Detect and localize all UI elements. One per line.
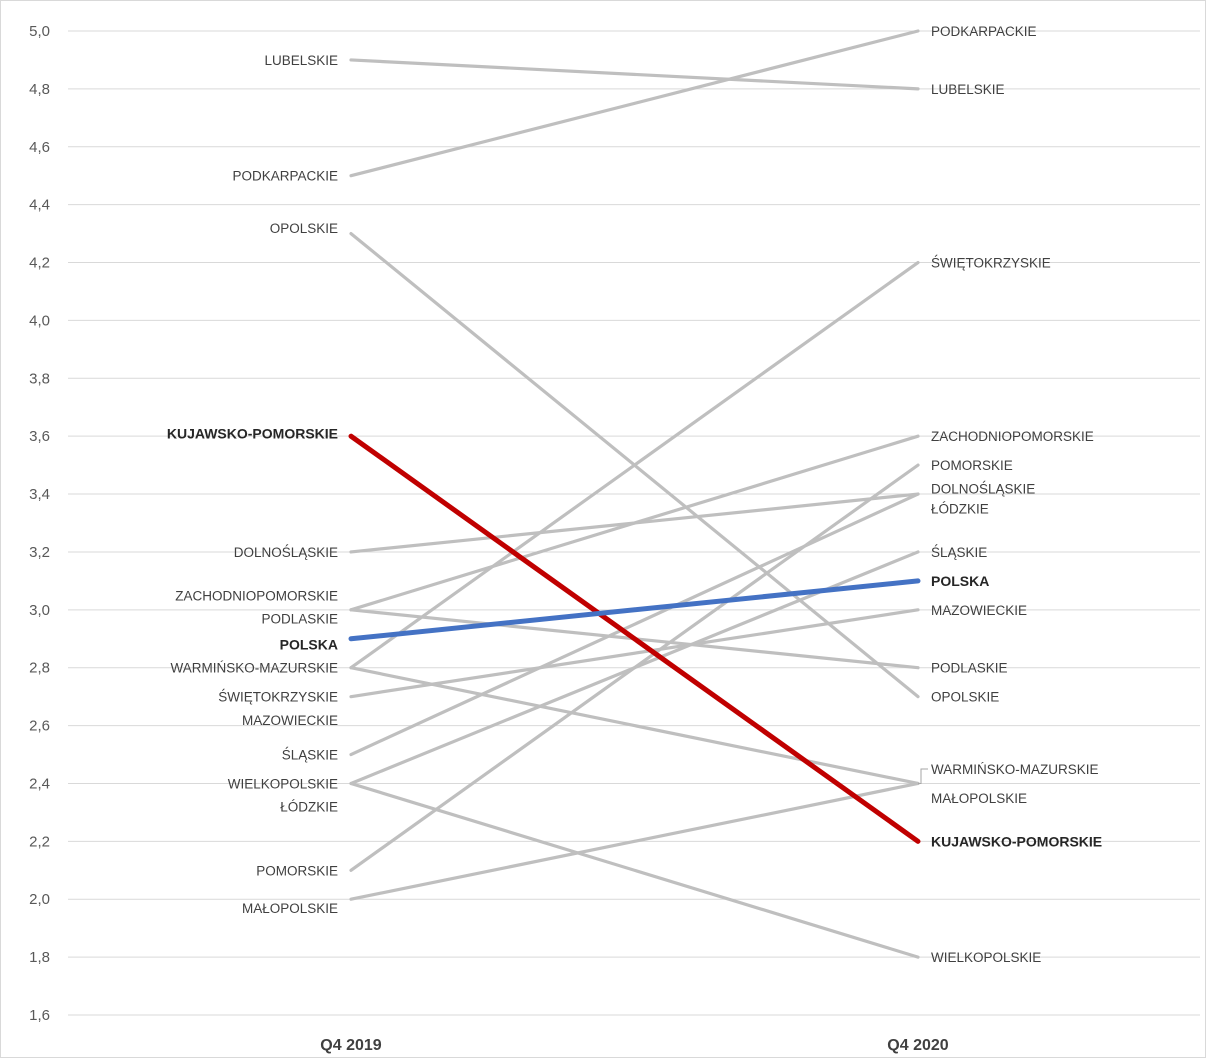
y-tick-label: 3,4: [29, 486, 50, 503]
left-label-swietokrzyskie: ŚWIĘTOKRZYSKIE: [218, 690, 338, 705]
y-tick-label: 1,6: [29, 1007, 50, 1024]
label-leader-line: [918, 769, 928, 783]
y-tick-label: 2,8: [29, 660, 50, 677]
series-line-swietokrzyskie: [351, 263, 918, 668]
left-label-malopolskie: MAŁOPOLSKIE: [242, 901, 338, 916]
y-tick-label: 4,6: [29, 139, 50, 156]
right-label-opolskie: OPOLSKIE: [931, 690, 999, 705]
right-label-kujawsko-pomorskie: KUJAWSKO-POMORSKIE: [931, 833, 1102, 849]
y-tick-label: 3,6: [29, 428, 50, 445]
y-tick-label: 2,0: [29, 891, 50, 908]
right-label-lubelskie: LUBELSKIE: [931, 82, 1005, 97]
series-line-podkarpackie: [351, 31, 918, 176]
y-tick-label: 2,6: [29, 718, 50, 735]
right-label-dolnoslaskie: DOLNOŚLĄSKIE: [931, 481, 1035, 496]
left-label-zachodniopomorskie: ZACHODNIOPOMORSKIE: [175, 588, 338, 603]
y-tick-label: 2,4: [29, 775, 50, 792]
right-label-wielkopolskie: WIELKOPOLSKIE: [931, 950, 1041, 965]
y-tick-label: 2,2: [29, 833, 50, 850]
y-tick-label: 4,2: [29, 255, 50, 272]
left-label-wielkopolskie: WIELKOPOLSKIE: [228, 776, 338, 791]
y-tick-label: 1,8: [29, 949, 50, 966]
x-axis-categories: Q4 2019 Q4 2020: [320, 1037, 948, 1054]
y-axis-ticks: 5,0 4,8 4,6 4,4 4,2 4,0 3,8 3,6 3,4 3,2 3,0 2,8 2,6 2…: [29, 23, 50, 1024]
y-tick-label: 5,0: [29, 23, 50, 40]
series-line-kujawsko-pomorskie: [351, 436, 918, 841]
left-label-warminsko-mazurskie: WARMIŃSKO-MAZURSKIE: [170, 661, 338, 676]
left-label-slaskie: ŚLĄSKIE: [282, 748, 338, 763]
x-category-label: Q4 2019: [320, 1037, 381, 1054]
series-line-lubelskie: [351, 60, 918, 89]
right-label-swietokrzyskie: ŚWIĘTOKRZYSKIE: [931, 256, 1051, 271]
right-label-slaskie: ŚLĄSKIE: [931, 545, 987, 560]
right-label-zachodniopomorskie: ZACHODNIOPOMORSKIE: [931, 429, 1094, 444]
left-label-podkarpackie: PODKARPACKIE: [232, 169, 338, 184]
right-label-warminsko-mazurskie: WARMIŃSKO-MAZURSKIE: [931, 762, 1099, 777]
right-label-polska: POLSKA: [931, 573, 989, 589]
left-label-lodzkie: ŁÓDZKIE: [280, 800, 338, 815]
left-label-lubelskie: LUBELSKIE: [264, 53, 338, 68]
right-label-podkarpackie: PODKARPACKIE: [931, 24, 1037, 39]
right-label-pomorskie: POMORSKIE: [931, 458, 1013, 473]
right-label-mazowieckie: MAZOWIECKIE: [931, 603, 1027, 618]
left-label-podlaskie: PODLASKIE: [261, 612, 338, 627]
x-category-label: Q4 2020: [887, 1037, 948, 1054]
left-label-dolnoslaskie: DOLNOŚLĄSKIE: [234, 545, 338, 560]
y-tick-label: 3,8: [29, 370, 50, 387]
y-tick-label: 4,8: [29, 81, 50, 98]
left-label-polska: POLSKA: [280, 637, 338, 653]
y-tick-label: 3,2: [29, 544, 50, 561]
left-label-mazowieckie: MAZOWIECKIE: [242, 713, 338, 728]
y-tick-label: 4,4: [29, 197, 50, 214]
y-tick-label: 3,0: [29, 602, 50, 619]
right-label-podlaskie: PODLASKIE: [931, 661, 1008, 676]
left-label-pomorskie: POMORSKIE: [256, 863, 338, 878]
right-label-malopolskie: MAŁOPOLSKIE: [931, 791, 1027, 806]
left-label-opolskie: OPOLSKIE: [270, 221, 338, 236]
y-tick-label: 4,0: [29, 312, 50, 329]
right-label-lodzkie: ŁÓDZKIE: [931, 502, 989, 517]
series-line-zachodniopomorskie: [351, 436, 918, 610]
left-label-kujawsko-pomorskie: KUJAWSKO-POMORSKIE: [167, 425, 338, 441]
